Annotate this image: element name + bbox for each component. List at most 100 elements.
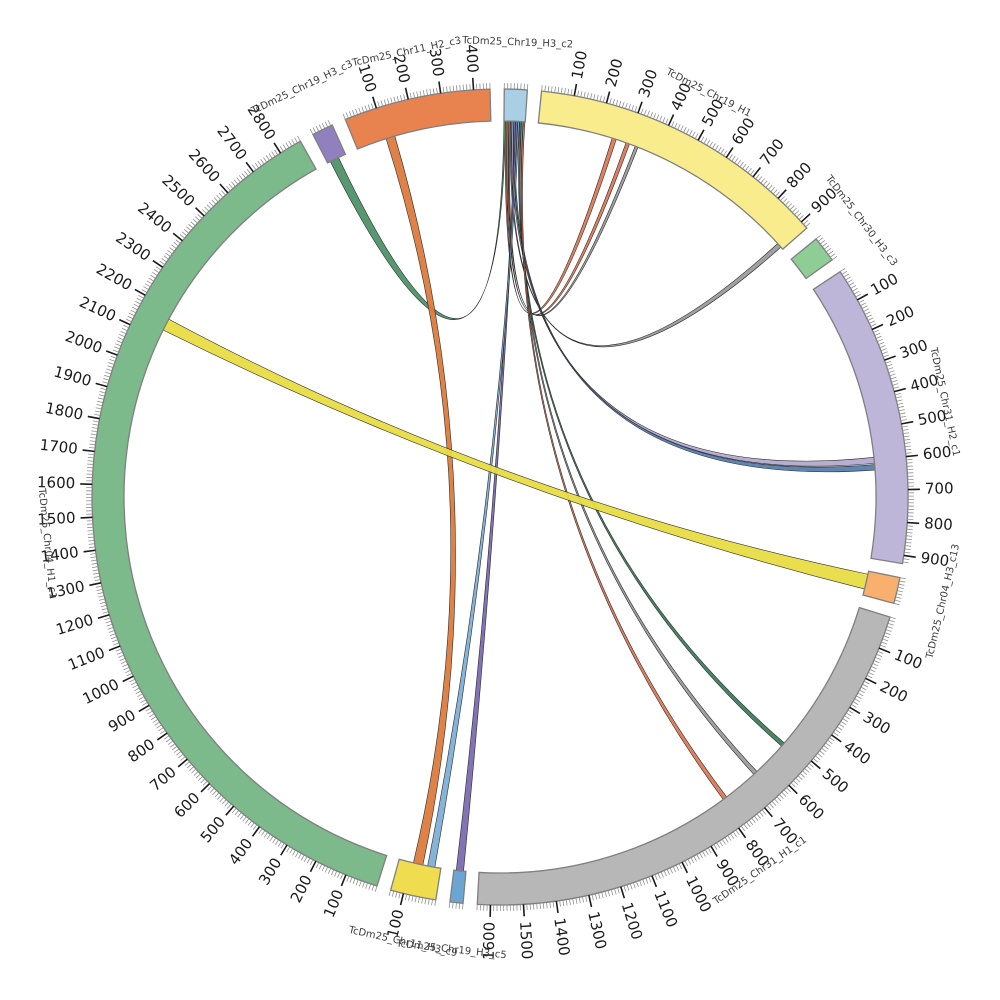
minor-tick (791, 207, 797, 213)
minor-tick (150, 274, 156, 279)
major-tick (200, 782, 211, 793)
major-tick (878, 647, 891, 654)
link-ribbon-4 (509, 120, 782, 348)
minor-tick (853, 290, 860, 295)
tick-label: 100 (568, 49, 591, 80)
major-tick (172, 232, 183, 242)
minor-tick (125, 318, 132, 323)
minor-tick (868, 672, 874, 676)
minor-tick (324, 121, 329, 128)
minor-tick (459, 84, 461, 91)
tick-label: 900 (105, 706, 139, 736)
minor-tick (757, 176, 763, 182)
minor-tick (602, 96, 606, 103)
minor-tick (292, 849, 296, 856)
tick-label: 500 (916, 406, 947, 429)
minor-tick (202, 780, 208, 786)
minor-tick (813, 758, 819, 763)
tick-label: 1400 (40, 543, 80, 566)
minor-tick (426, 89, 429, 96)
minor-tick (449, 86, 451, 93)
tick-label: 600 (728, 114, 759, 148)
major-tick (309, 860, 317, 873)
minor-tick (653, 113, 657, 120)
minor-tick (905, 448, 912, 451)
major-tick (697, 129, 705, 141)
segment-arc-Chr19_H3_c5 (449, 869, 467, 905)
major-tick (831, 734, 842, 743)
minor-tick (90, 437, 97, 439)
minor-tick (130, 309, 137, 314)
minor-tick (842, 718, 848, 723)
minor-tick (175, 239, 181, 244)
minor-tick (231, 181, 236, 187)
minor-tick (327, 868, 332, 874)
minor-tick (739, 161, 744, 168)
minor-tick (403, 94, 406, 101)
minor-tick (893, 386, 900, 389)
tick-label: 200 (877, 677, 911, 706)
minor-tick (324, 866, 329, 873)
minor-tick (880, 348, 887, 352)
minor-tick (821, 747, 827, 753)
minor-tick (542, 902, 545, 909)
minor-tick (383, 99, 387, 106)
minor-tick (352, 878, 356, 885)
minor-tick (877, 650, 884, 654)
minor-tick (672, 866, 677, 873)
minor-tick (127, 315, 134, 320)
segment-label-Chr19_H3_c2: TcDm25_Chr19_H3_c2 (461, 35, 573, 50)
major-tick (152, 259, 164, 268)
minor-tick (416, 91, 419, 98)
minor-tick (123, 666, 130, 671)
minor-tick (892, 383, 899, 386)
minor-tick (552, 901, 555, 908)
minor-tick (452, 85, 455, 92)
minor-tick (730, 833, 735, 839)
minor-tick (462, 903, 464, 910)
minor-tick (458, 902, 461, 910)
minor-tick (297, 135, 301, 142)
minor-tick (371, 884, 375, 891)
minor-tick (91, 562, 98, 565)
minor-tick (626, 884, 630, 891)
minor-tick (258, 828, 263, 834)
minor-tick (736, 159, 741, 166)
minor-tick (793, 780, 799, 785)
major-tick (105, 350, 118, 356)
minor-tick (87, 460, 94, 462)
minor-tick (128, 312, 135, 317)
minor-tick (858, 299, 865, 304)
segment-arc-Chr31_H1_c1 (476, 606, 891, 906)
minor-tick (882, 638, 889, 642)
minor-tick (120, 660, 127, 665)
minor-tick (388, 889, 392, 896)
major-tick (788, 784, 798, 795)
minor-tick (149, 713, 155, 718)
minor-tick (660, 871, 664, 878)
minor-tick (165, 738, 172, 743)
segment-label-Chr19_H3_c3: TcDm25_Chr19_H3_c3 (249, 59, 355, 118)
minor-tick (137, 693, 143, 698)
minor-tick (825, 248, 832, 253)
minor-tick (657, 873, 661, 879)
minor-tick (645, 877, 649, 884)
minor-tick (728, 154, 733, 160)
minor-tick (141, 289, 148, 293)
minor-tick (776, 796, 782, 802)
minor-tick (252, 164, 257, 171)
minor-tick (797, 775, 803, 781)
minor-tick (772, 189, 778, 195)
minor-tick (815, 755, 821, 760)
minor-tick (260, 158, 265, 165)
minor-tick (327, 120, 332, 126)
major-tick (118, 318, 131, 326)
minor-tick (242, 816, 247, 822)
minor-tick (536, 903, 538, 910)
ticks-layer (80, 77, 920, 917)
minor-tick (586, 92, 589, 99)
minor-tick (841, 270, 848, 275)
tick-label: 500 (819, 765, 852, 797)
minor-tick (387, 98, 390, 105)
tick-label: 200 (884, 302, 918, 330)
